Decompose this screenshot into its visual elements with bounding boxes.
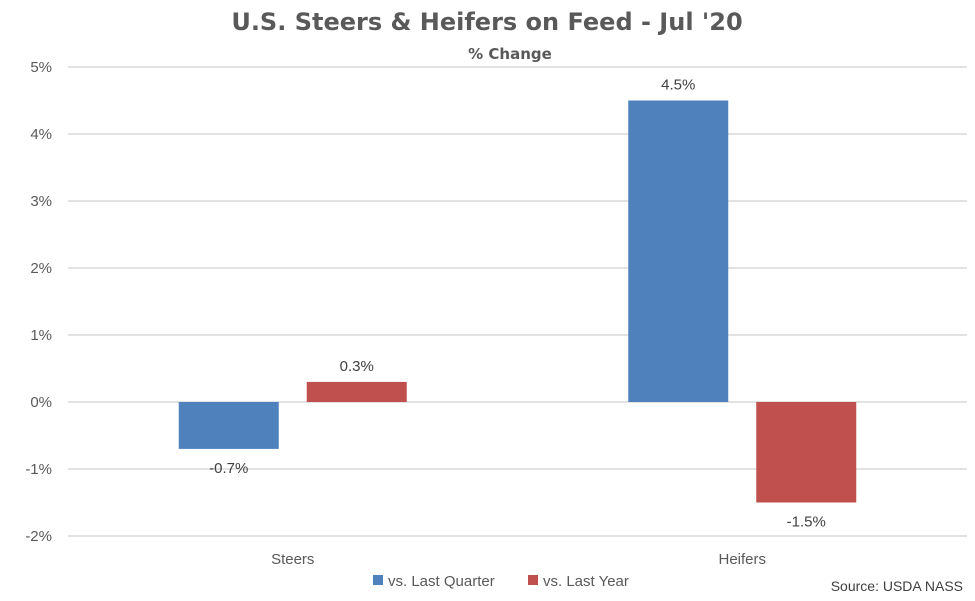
bars [178, 100, 857, 503]
y-axis-ticks: 5% 4% 3% 2% 1% 0% -1% -2% [25, 59, 52, 545]
y-tick-label: 4% [30, 126, 52, 143]
y-tick-label: 3% [30, 193, 52, 210]
legend-swatch [528, 575, 538, 585]
bar [306, 381, 407, 402]
source-note: Source: USDA NASS [831, 578, 963, 594]
y-tick-label: 1% [30, 327, 52, 344]
data-label: 4.5% [661, 77, 695, 94]
legend-label: vs. Last Quarter [388, 573, 495, 590]
legend: vs. Last Quarter vs. Last Year [373, 573, 629, 590]
y-tick-label: -1% [25, 461, 52, 478]
data-label: -1.5% [787, 514, 826, 531]
legend-swatch [373, 575, 383, 585]
data-labels: -0.7% 0.3% 4.5% -1.5% [209, 77, 826, 531]
bar [178, 402, 279, 449]
x-axis-categories: Steers Heifers [271, 551, 766, 568]
category-label: Heifers [718, 551, 766, 568]
category-label: Steers [271, 551, 314, 568]
y-tick-label: 2% [30, 260, 52, 277]
bar [756, 402, 857, 503]
chart-subtitle: % Change [468, 45, 552, 63]
chart-title: U.S. Steers & Heifers on Feed - Jul '20 [231, 8, 742, 36]
y-tick-label: 0% [30, 394, 52, 411]
legend-label: vs. Last Year [543, 573, 629, 590]
y-tick-label: 5% [30, 59, 52, 76]
bar [628, 100, 729, 402]
data-label: 0.3% [340, 358, 374, 375]
y-tick-label: -2% [25, 528, 52, 545]
data-label: -0.7% [209, 460, 248, 477]
